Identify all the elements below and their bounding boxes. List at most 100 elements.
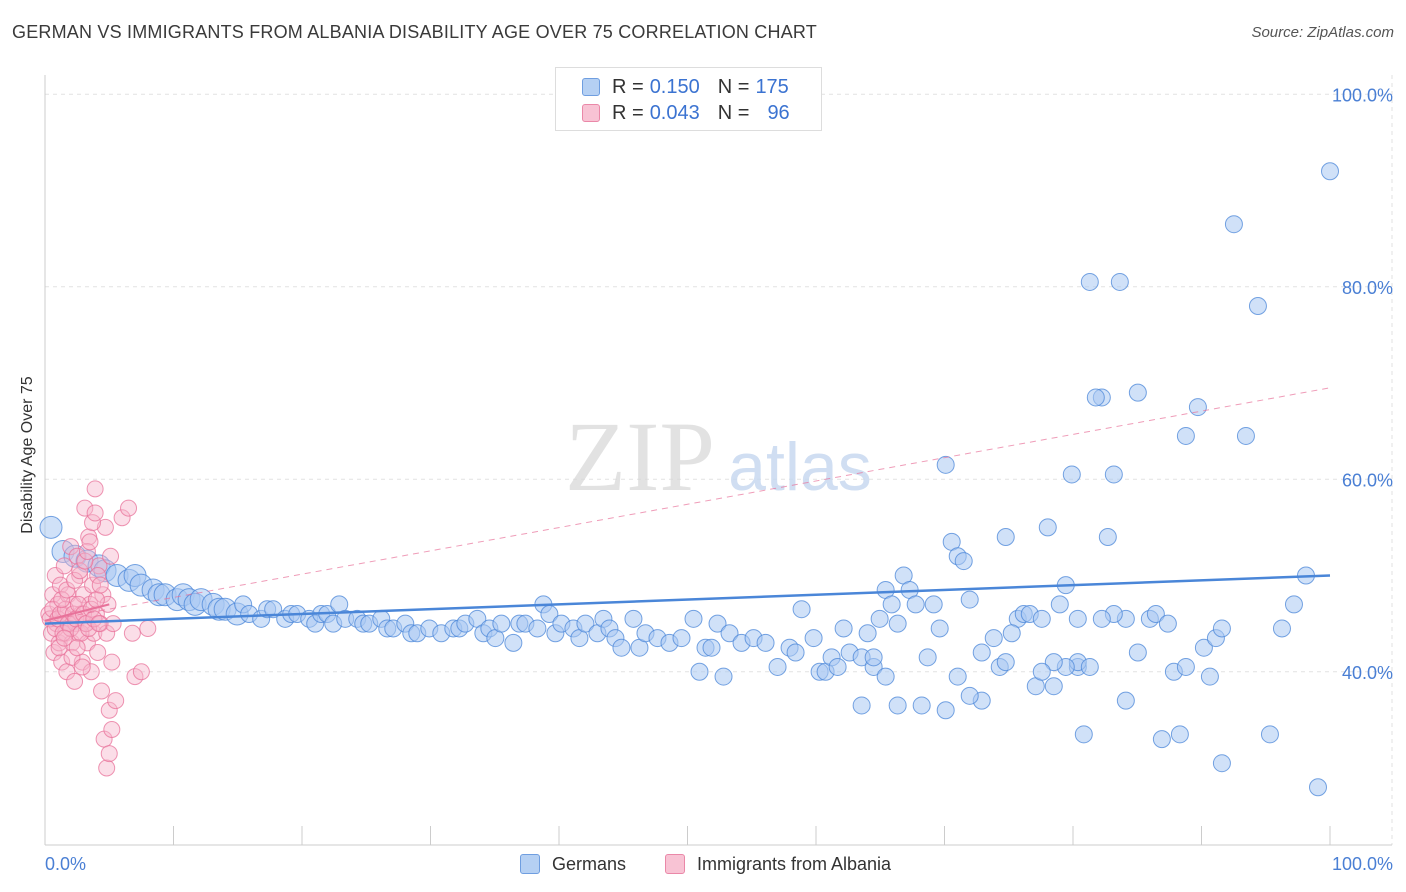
germans-point [792, 600, 811, 619]
germans-point [624, 609, 643, 628]
germans-point [960, 590, 979, 609]
y-tick-label: 60.0% [1342, 470, 1393, 490]
albania-point [84, 514, 102, 532]
bottom-legend-label: Immigrants from Albania [697, 853, 892, 874]
germans-point [1272, 619, 1291, 638]
germans-point [870, 609, 889, 628]
y-tick-label: 100.0% [1332, 85, 1393, 105]
albania-point [78, 542, 96, 560]
trend-lines [44, 387, 1331, 625]
albania-point [104, 615, 122, 633]
germans-point [864, 648, 883, 667]
germans-point [1044, 677, 1063, 696]
germans-swatch-icon [520, 854, 540, 874]
germans-point [1284, 595, 1303, 614]
albania-trend-line [44, 603, 110, 622]
germans-point [1224, 215, 1243, 234]
germans-point [930, 619, 949, 638]
germans-point [996, 653, 1015, 672]
germans-point [714, 667, 733, 686]
albania-trend-extension [44, 387, 1331, 622]
germans-point [936, 455, 955, 474]
germans-point [1080, 657, 1099, 676]
germans-point [1050, 595, 1069, 614]
albania-point [100, 745, 118, 763]
germans-point [834, 619, 853, 638]
germans-point [1321, 162, 1339, 181]
germans-point [1158, 614, 1177, 633]
albania-point [100, 701, 118, 719]
germans-point [960, 686, 979, 705]
germans-point [1080, 272, 1099, 291]
germans-point [720, 624, 739, 643]
albania-point [68, 639, 86, 657]
albania-point [87, 591, 105, 609]
germans-trend-line [44, 574, 1331, 625]
germans-point [1308, 778, 1327, 797]
albania-point [53, 653, 71, 671]
legend-r-label: R = [612, 75, 644, 98]
germans-point [1176, 657, 1195, 676]
germans-point [1128, 383, 1147, 402]
legend-r-label: R = [612, 101, 644, 124]
albania-point [73, 658, 91, 676]
germans-point [1188, 398, 1207, 417]
legend-row-albania: R = 0.043 N = 96 [582, 101, 790, 125]
germans-point [1092, 609, 1111, 628]
albania-point [81, 533, 99, 551]
germans-point [888, 696, 907, 715]
albania-point [82, 663, 100, 681]
germans-point [1212, 619, 1231, 638]
tick-labels: 40.0% 60.0% 80.0% 100.0% 0.0% 100.0% [45, 85, 1393, 874]
germans-point [1248, 297, 1267, 315]
germans-point [996, 528, 1015, 546]
x-tick-label: 0.0% [45, 854, 86, 874]
albania-swatch-icon [665, 854, 685, 874]
albania-point [103, 653, 121, 671]
germans-point [882, 595, 901, 614]
germans-point [984, 629, 1003, 648]
albania-point [66, 672, 84, 690]
germans-point [876, 667, 895, 686]
bottom-legend-albania: Immigrants from Albania [665, 852, 891, 876]
germans-point [918, 648, 937, 667]
germans-point [786, 643, 805, 662]
germans-point [690, 662, 709, 681]
germans-point [1128, 643, 1147, 662]
germans-point [1074, 725, 1093, 744]
germans-point [1194, 638, 1213, 657]
legend-r-value: 0.043 [649, 101, 700, 124]
germans-point [1038, 518, 1057, 537]
germans-point [1236, 426, 1255, 445]
germans-point [264, 600, 283, 619]
albania-point [86, 504, 104, 522]
bottom-legend-label: Germans [552, 853, 627, 874]
germans-point [576, 614, 595, 633]
albania-point [90, 615, 108, 633]
albania-point [98, 759, 116, 777]
y-tick-label: 40.0% [1342, 663, 1393, 683]
legend-n-value: 175 [755, 75, 789, 98]
germans-point [804, 629, 823, 648]
germans-point [972, 643, 991, 662]
germans-point [936, 701, 955, 720]
watermark-zip: ZIP [565, 401, 715, 512]
germans-point [1116, 691, 1135, 710]
germans-point [492, 614, 511, 633]
germans-point [1200, 667, 1219, 686]
germans-point [528, 619, 547, 638]
y-tick-label: 80.0% [1342, 278, 1393, 298]
germans-point [1044, 653, 1063, 672]
legend-box: R = 0.150 N = 175 R = 0.043 N = 96 [555, 67, 822, 131]
germans-point [1032, 662, 1051, 681]
albania-point [80, 619, 98, 637]
albania-point [89, 567, 107, 584]
legend-n-value: 96 [767, 101, 790, 124]
germans-point [1002, 624, 1021, 643]
germans-point [858, 624, 877, 643]
albania-point [55, 629, 73, 647]
germans-point [852, 696, 871, 715]
chart-title: GERMAN VS IMMIGRANTS FROM ALBANIA DISABI… [12, 22, 817, 42]
germans-point [1146, 605, 1165, 623]
albania-point [62, 538, 80, 556]
